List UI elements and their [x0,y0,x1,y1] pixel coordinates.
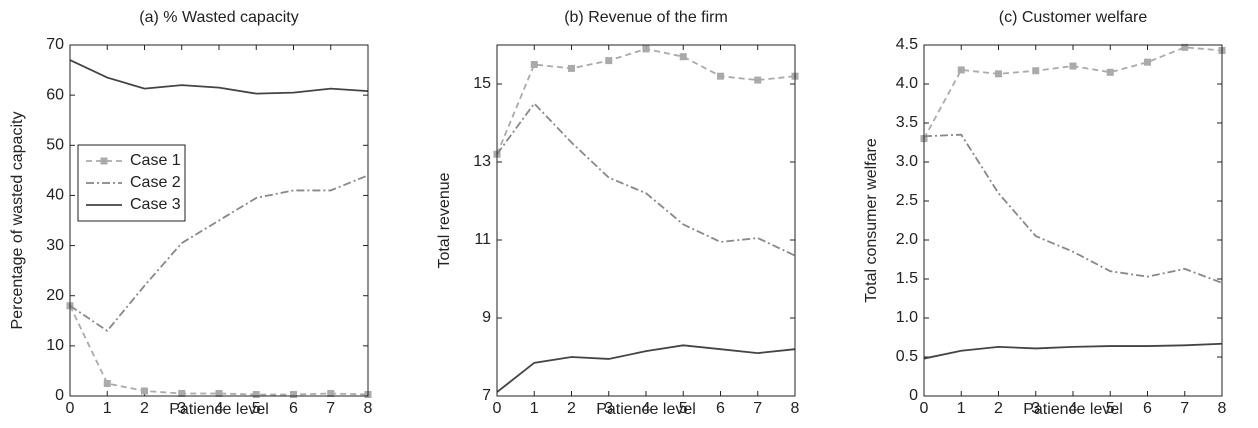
series-line [923,46,1223,140]
x-tick-label: 3 [1031,400,1040,417]
marker [178,389,186,397]
x-tick-label: 5 [679,400,688,417]
y-tick-label: 7 [482,387,491,404]
series-line [923,133,1223,284]
x-tick-label: 7 [1180,400,1189,417]
series-line [496,47,796,155]
marker [995,70,1002,78]
x-tick-label: 8 [1218,400,1227,417]
x-tick-label: 1 [957,400,966,417]
series-line [69,174,369,333]
marker [1069,62,1077,70]
y-tick-label: 3.5 [896,114,918,131]
legend-marker [100,157,108,165]
marker [605,57,613,65]
x-tick-label: 2 [567,400,576,417]
marker [252,390,260,398]
y-tick-label: 30 [46,237,64,254]
x-tick-label: 4 [642,400,651,417]
marker [141,387,148,395]
y-tick-label: 1.0 [896,309,918,326]
y-tick-label: 3.0 [896,153,918,170]
x-tick-label: 4 [1069,400,1078,417]
y-axis-label: Percentage of wasted capacity [9,112,26,330]
marker [957,66,965,74]
legend-label: Case 2 [130,174,181,191]
marker [679,53,687,61]
marker [103,379,111,387]
x-tick-label: 6 [289,400,298,417]
y-tick-label: 0 [55,387,64,404]
legend-box [77,144,186,222]
x-tick-label: 3 [604,400,613,417]
series-line [496,102,796,257]
y-tick-label: 11 [474,231,491,248]
legend-label: Case 1 [130,152,181,169]
y-tick-label: 1.5 [896,270,918,287]
marker [642,45,650,53]
chart-title: (a) % Wasted capacity [139,9,298,26]
y-tick-label: 4.5 [896,36,918,53]
x-tick-label: 5 [252,400,261,417]
y-tick-label: 2.5 [896,192,918,209]
x-tick-label: 2 [140,400,149,417]
marker [754,76,762,84]
y-tick-label: 70 [46,36,64,53]
plot-frame [923,44,1223,397]
marker [1181,43,1189,51]
marker [215,389,223,397]
y-tick-label: 2.0 [896,231,918,248]
series-line [496,344,796,393]
y-tick-label: 50 [46,137,64,154]
y-tick-label: 4.0 [896,75,918,92]
x-tick-label: 6 [716,400,725,417]
x-tick-label: 7 [326,400,335,417]
marker [1106,68,1114,76]
x-tick-label: 4 [215,400,224,417]
y-tick-label: 20 [46,287,64,304]
x-tick-label: 1 [530,400,539,417]
series-line [69,59,369,95]
x-tick-label: 0 [493,400,502,417]
x-tick-label: 0 [66,400,75,417]
plot-frame [496,44,796,397]
y-tick-label: 9 [482,309,491,326]
x-tick-label: 8 [364,400,373,417]
chart-title: (c) Customer welfare [999,9,1148,26]
x-tick-label: 5 [1106,400,1115,417]
marker [530,61,538,68]
plot-frame [69,44,369,397]
x-tick-label: 3 [177,400,186,417]
series-line [69,305,369,396]
x-axis-label: Patience level [1023,401,1123,418]
x-tick-label: 8 [791,400,800,417]
x-tick-label: 0 [920,400,929,417]
y-axis-label: Total revenue [436,172,453,268]
y-tick-label: 10 [46,337,64,354]
marker [290,390,297,398]
y-tick-label: 0 [909,387,918,404]
marker [1144,58,1151,66]
y-tick-label: 0.5 [896,348,918,365]
legend-label: Case 3 [130,196,181,213]
x-axis-label: Patience level [596,401,696,418]
x-tick-label: 2 [994,400,1003,417]
y-tick-label: 13 [473,153,491,170]
x-tick-label: 6 [1143,400,1152,417]
marker [1032,67,1040,75]
y-tick-label: 40 [46,187,64,204]
marker [327,389,335,397]
x-tick-label: 7 [753,400,762,417]
marker [717,72,724,80]
chart-title: (b) Revenue of the firm [564,9,728,26]
x-tick-label: 1 [103,400,112,417]
series-line [923,342,1223,360]
x-axis-label: Patience level [169,401,269,418]
y-tick-label: 15 [473,75,491,92]
y-tick-label: 60 [46,86,64,103]
y-axis-label: Total consumer welfare [863,138,880,303]
marker [568,64,575,72]
